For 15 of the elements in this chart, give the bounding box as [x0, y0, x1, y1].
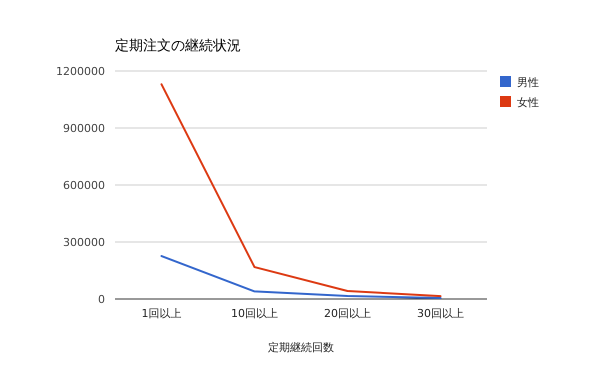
- x-tick-label: 30回以上: [417, 307, 464, 320]
- x-axis-title: 定期継続回数: [268, 341, 334, 354]
- y-tick-label: 900000: [63, 122, 105, 135]
- x-tick-label: 1回以上: [142, 307, 182, 320]
- y-tick-label: 1200000: [56, 64, 105, 78]
- x-tick-label: 20回以上: [324, 307, 371, 320]
- legend-label: 男性: [517, 76, 539, 89]
- chart-title: 定期注文の継続状況: [115, 38, 241, 54]
- y-tick-label: 300000: [63, 236, 105, 249]
- x-tick-label: 10回以上: [231, 307, 278, 320]
- y-tick-label: 0: [98, 292, 105, 306]
- legend-label: 女性: [517, 96, 539, 109]
- line-series: [160, 255, 442, 300]
- line-series: [160, 83, 442, 298]
- y-tick-label: 600000: [63, 178, 105, 192]
